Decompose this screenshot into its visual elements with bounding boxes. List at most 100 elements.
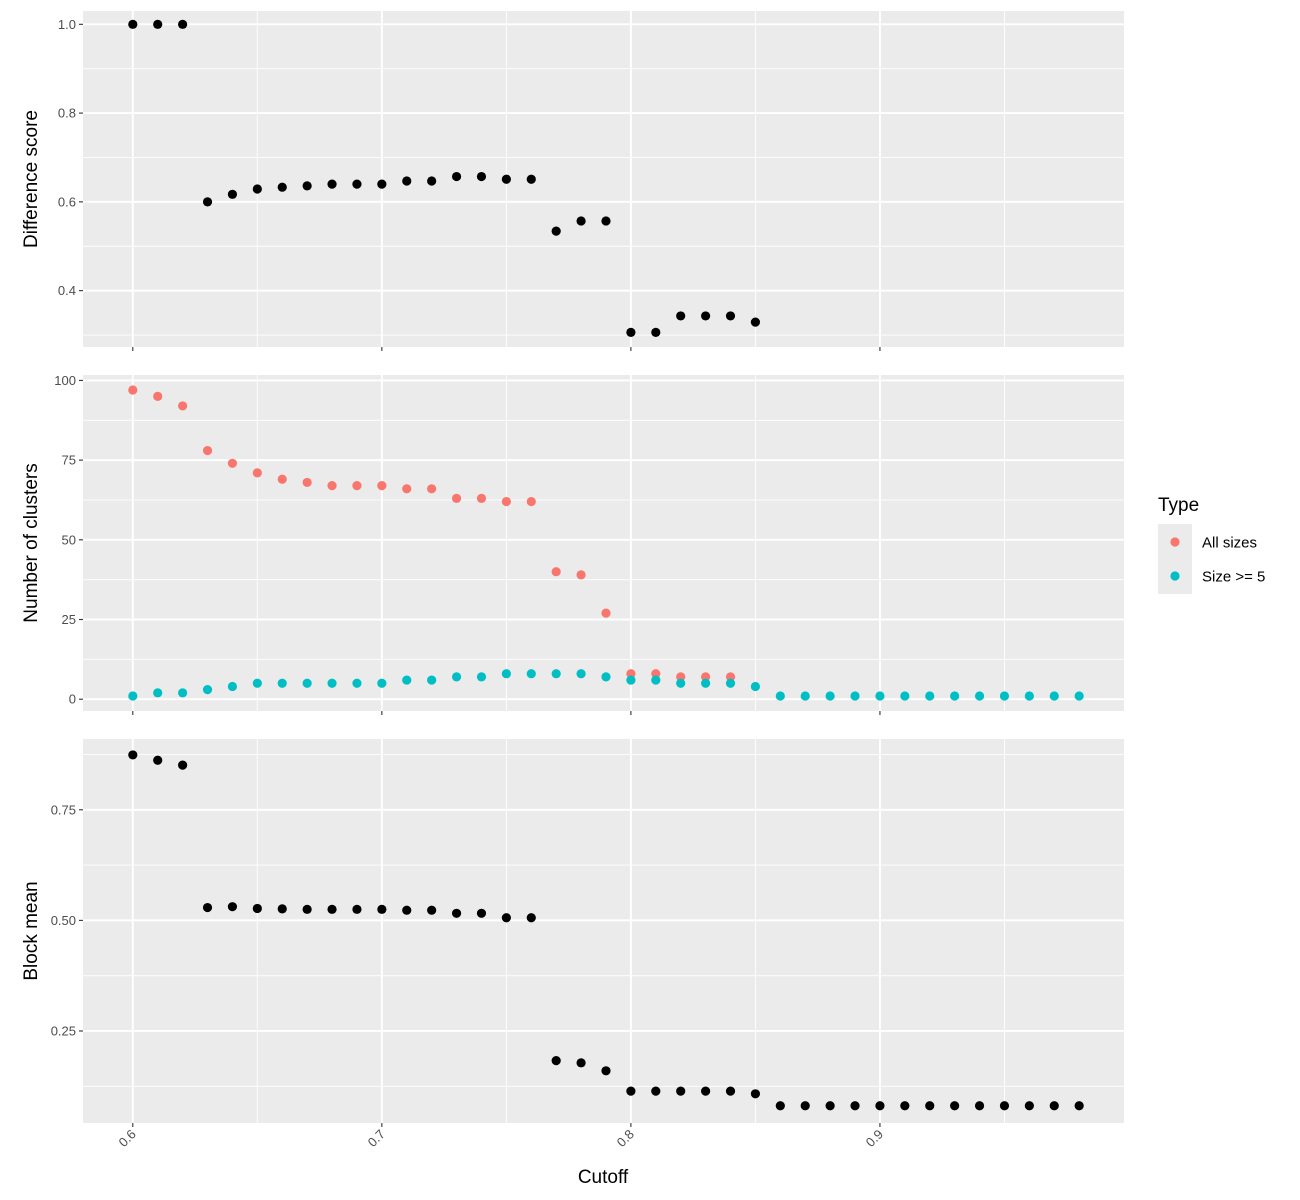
data-point (402, 484, 412, 494)
data-point (875, 691, 885, 701)
data-point (327, 678, 337, 688)
x-axis-title: Cutoff (578, 1167, 629, 1188)
legend-label-1: All sizes (1202, 535, 1257, 552)
data-point (327, 179, 337, 189)
data-point (551, 669, 561, 679)
x-tick-label: 0.8 (614, 1127, 637, 1150)
data-point (676, 672, 686, 682)
series-2-1 (128, 385, 736, 682)
data-point (825, 1101, 835, 1111)
data-point (651, 675, 661, 685)
x-tick-label: 0.6 (116, 1127, 139, 1150)
y-axis-title: Block mean (21, 881, 42, 980)
data-point (576, 216, 586, 226)
data-point (427, 484, 437, 494)
y-tick-label: 0 (69, 692, 76, 707)
y-axis-title: Number of clusters (21, 463, 42, 622)
legend-entries: All sizes Size >= 5 (1170, 535, 1265, 586)
data-point (302, 904, 312, 914)
data-point (551, 226, 561, 236)
data-point (476, 171, 487, 182)
data-point (750, 317, 761, 327)
data-point (476, 908, 487, 918)
data-point (676, 311, 686, 321)
data-point (750, 681, 761, 692)
data-point (551, 567, 561, 577)
data-point (626, 1086, 636, 1096)
y-axis-title: Difference score (21, 110, 42, 248)
data-point (551, 1056, 561, 1066)
y-tick-label: 25 (62, 612, 76, 627)
series-1-1 (128, 19, 761, 337)
data-point (377, 678, 387, 688)
data-point (202, 197, 213, 207)
data-point (302, 181, 312, 191)
data-point (352, 904, 362, 914)
legend-key-background (1158, 524, 1192, 594)
data-point (377, 179, 387, 189)
y-tick-label: 0.6 (58, 194, 76, 209)
data-point (576, 570, 586, 580)
y-tick-label: 1.0 (58, 17, 76, 32)
data-point (925, 691, 935, 701)
data-point (875, 1101, 885, 1111)
data-point (725, 678, 736, 688)
data-point (999, 691, 1010, 701)
data-point (800, 691, 810, 701)
y-tick-label: 0.75 (51, 802, 76, 817)
data-point (153, 688, 163, 698)
data-point (974, 691, 985, 701)
data-point (601, 608, 611, 618)
data-point (576, 669, 586, 679)
data-point (850, 1101, 860, 1111)
panel-background (83, 375, 1124, 711)
data-point (526, 913, 536, 923)
legend: Type All sizes Size >= 5 (1158, 495, 1265, 594)
data-point (178, 19, 188, 29)
data-point (501, 913, 511, 923)
data-point (427, 675, 437, 685)
data-point (277, 474, 287, 484)
data-point (476, 493, 487, 503)
data-point (725, 672, 736, 682)
data-point (1024, 691, 1034, 701)
x-tick-label: 0.9 (863, 1127, 886, 1150)
data-point (252, 903, 262, 914)
data-point (775, 1101, 785, 1111)
data-point (1049, 1101, 1059, 1111)
data-point (1074, 691, 1084, 701)
data-point (377, 904, 387, 914)
data-point (202, 685, 213, 695)
legend-label-2: Size >= 5 (1202, 569, 1265, 586)
data-point (725, 1086, 736, 1096)
data-point (451, 908, 462, 918)
data-point (227, 902, 238, 912)
data-point (128, 385, 138, 395)
legend-key-1 (1170, 537, 1180, 547)
data-point (302, 477, 312, 488)
y-tick-label: 100 (54, 373, 76, 388)
data-point (252, 468, 262, 478)
data-point (451, 171, 462, 182)
data-point (501, 174, 511, 184)
data-point (601, 1066, 611, 1076)
data-point (925, 1101, 935, 1111)
data-point (402, 675, 412, 685)
data-point (626, 669, 636, 679)
data-point (352, 481, 362, 491)
data-point (900, 691, 910, 701)
data-point (277, 904, 287, 914)
data-point (153, 391, 163, 401)
data-point (352, 179, 362, 189)
data-point (227, 681, 238, 692)
data-point (128, 750, 138, 760)
data-point (999, 1101, 1010, 1111)
data-point (277, 678, 287, 688)
data-point (227, 458, 238, 468)
data-point (526, 174, 536, 184)
y-tick-label: 75 (62, 453, 76, 468)
y-tick-label: 0.8 (58, 106, 76, 121)
legend-key-2 (1170, 571, 1180, 581)
y-tick-label: 0.25 (51, 1023, 76, 1038)
